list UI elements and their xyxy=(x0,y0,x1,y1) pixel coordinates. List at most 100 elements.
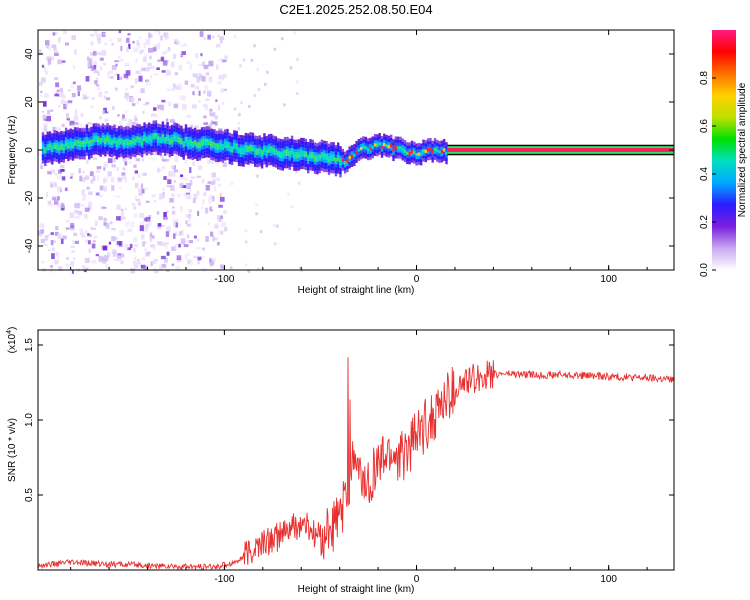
spectrogram-signal-cell xyxy=(97,126,100,131)
spectrogram-noise-cell xyxy=(127,247,132,251)
spectrogram-signal-cell xyxy=(297,164,301,168)
spectrogram-signal-cell xyxy=(189,149,192,153)
spectrogram-noise-cell xyxy=(139,213,145,218)
spectrogram-signal-cell xyxy=(44,141,47,145)
spectrogram-signal-cell xyxy=(403,140,407,144)
spectrogram-noise-cell xyxy=(138,98,141,101)
spectrogram-noise-cell xyxy=(143,103,148,106)
spectrogram-signal-cell xyxy=(415,149,418,153)
spectrogram-signal-cell xyxy=(247,149,250,153)
spectrogram-signal-cell xyxy=(357,145,361,149)
spectrogram-signal-cell xyxy=(302,144,305,148)
spectrogram-noise-cell xyxy=(200,53,203,57)
spectrogram-signal-cell xyxy=(134,151,137,155)
spectrogram-noise-cell xyxy=(74,109,77,115)
spectrogram-signal-cell xyxy=(297,139,301,143)
spectrogram-signal-cell xyxy=(293,145,296,150)
spectrogram-signal-cell xyxy=(339,146,342,150)
spectrogram-signal-cell xyxy=(122,149,125,153)
spectrogram-signal-cell xyxy=(263,136,266,140)
spectrogram-signal-cell xyxy=(237,134,241,138)
spectrogram-signal-cell xyxy=(399,152,402,156)
spectrogram-noise-cell xyxy=(177,86,182,91)
spectrogram-signal-cell xyxy=(311,164,314,168)
spectrogram-signal-cell xyxy=(343,157,347,161)
spectrogram-noise-cell xyxy=(238,113,241,117)
spectrogram-signal-cell xyxy=(249,153,252,158)
spectrogram-signal-cell xyxy=(111,135,114,139)
spectrogram-signal-cell xyxy=(129,127,132,131)
spectrogram-noise-cell xyxy=(52,32,56,36)
spectrogram-noise-cell xyxy=(60,238,64,244)
spectrogram-signal-cell xyxy=(316,149,319,153)
spectrogram-noise-cell xyxy=(70,172,74,177)
spectrogram-noise-cell xyxy=(135,78,138,84)
spectrogram-noise-cell xyxy=(192,73,198,78)
spectrogram-noise-cell xyxy=(67,100,73,104)
spectrogram-signal-cell xyxy=(168,125,172,129)
spectrogram-noise-cell xyxy=(186,253,191,256)
spectrogram-signal-cell xyxy=(362,142,365,146)
spectrogram-signal-cell xyxy=(184,146,188,150)
spectrogram-signal-cell xyxy=(147,138,151,142)
spectrogram-noise-cell xyxy=(110,221,113,225)
spectrogram-signal-cell xyxy=(74,133,77,137)
spectrogram-noise-cell xyxy=(41,260,45,264)
spectrogram-signal-cell xyxy=(187,146,190,150)
spectrogram-signal-cell xyxy=(58,154,61,158)
spectrogram-signal-cell xyxy=(154,148,158,152)
spectrogram-signal-cell xyxy=(97,133,100,137)
spectrogram-noise-cell xyxy=(203,115,207,119)
spectrogram-noise-cell xyxy=(81,234,86,238)
spectrogram-signal-cell xyxy=(85,149,89,153)
spectrogram-noise-cell xyxy=(141,241,146,247)
spectrogram-signal-cell xyxy=(117,138,121,142)
spectrogram-signal-cell xyxy=(410,140,414,144)
spectrogram-signal-cell xyxy=(205,126,208,130)
spectrogram-signal-cell xyxy=(417,143,421,147)
spectrogram-noise-cell xyxy=(60,189,63,192)
spectrogram-signal-cell xyxy=(242,154,245,158)
spectrogram-noise-cell xyxy=(86,159,89,164)
spectrogram-signal-cell xyxy=(332,148,335,152)
spectrogram-noise-cell xyxy=(70,245,75,248)
spectrogram-noise-cell xyxy=(208,76,213,83)
spectrogram-signal-cell xyxy=(380,135,384,140)
spectrogram-signal-cell xyxy=(279,163,282,168)
spectrogram-noise-cell xyxy=(150,157,156,161)
spectrogram-noise-cell xyxy=(146,67,150,72)
spectrogram-signal-cell xyxy=(117,148,121,152)
spectrogram-signal-cell xyxy=(191,150,195,154)
spectrogram-signal-cell xyxy=(396,152,400,156)
spectrogram-signal-cell xyxy=(44,162,47,166)
spectrogram-signal-cell xyxy=(143,131,146,135)
spectrogram-noise-cell xyxy=(126,47,129,53)
spectrogram-signal-cell xyxy=(168,147,172,151)
spectrogram-signal-cell xyxy=(46,153,49,157)
spectrogram-signal-cell xyxy=(101,126,105,130)
spectrogram-signal-cell xyxy=(436,143,439,147)
spectrogram-signal-cell xyxy=(194,143,197,147)
spectrogram-noise-cell xyxy=(88,57,93,63)
spectrogram-noise-cell xyxy=(187,234,190,239)
spectrogram-signal-cell xyxy=(138,124,142,128)
spectrogram-signal-cell xyxy=(131,128,135,132)
spectrogram-signal-cell xyxy=(311,139,314,143)
spectrogram-signal-cell xyxy=(161,130,165,135)
spectrogram-signal-cell xyxy=(443,154,446,158)
spectrogram-noise-cell xyxy=(154,199,157,203)
spectrogram-noise-cell xyxy=(244,229,248,233)
spectrogram-signal-cell xyxy=(46,134,49,138)
spectrogram-signal-cell xyxy=(113,140,116,144)
spectrogram-noise-cell xyxy=(178,243,181,248)
spectrogram-signal-cell xyxy=(320,161,324,165)
spectrogram-noise-cell xyxy=(91,96,96,100)
spectrogram-noise-cell xyxy=(87,240,91,245)
spectrogram-noise-cell xyxy=(94,30,98,35)
spectrogram-signal-cell xyxy=(81,156,84,160)
spectrogram-signal-cell xyxy=(106,129,109,133)
snr-frame xyxy=(37,329,675,571)
spectrogram-signal-cell xyxy=(92,123,95,127)
spectrogram-noise-cell xyxy=(196,76,200,83)
spectrogram-signal-cell xyxy=(198,148,201,152)
